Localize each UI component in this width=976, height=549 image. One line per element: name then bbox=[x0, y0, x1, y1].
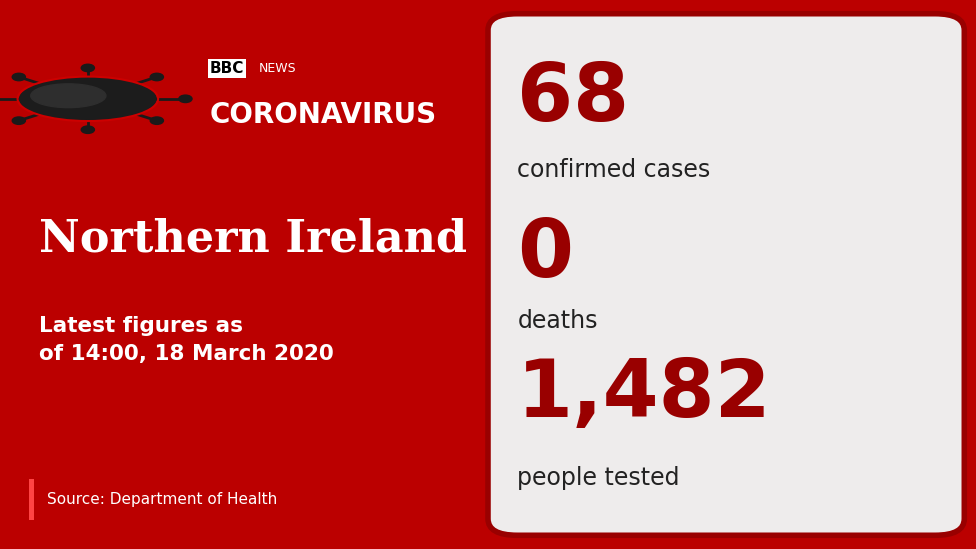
Text: 68: 68 bbox=[517, 60, 630, 138]
Text: 0: 0 bbox=[517, 216, 573, 294]
FancyBboxPatch shape bbox=[488, 14, 964, 535]
Circle shape bbox=[13, 73, 25, 81]
Text: BBC: BBC bbox=[210, 61, 244, 76]
Circle shape bbox=[150, 117, 163, 125]
Circle shape bbox=[81, 126, 95, 133]
Text: confirmed cases: confirmed cases bbox=[517, 158, 711, 182]
Ellipse shape bbox=[20, 77, 156, 120]
Text: deaths: deaths bbox=[517, 309, 597, 333]
Text: CORONAVIRUS: CORONAVIRUS bbox=[210, 101, 437, 130]
Text: Latest figures as
of 14:00, 18 March 2020: Latest figures as of 14:00, 18 March 202… bbox=[39, 316, 334, 365]
Circle shape bbox=[150, 73, 163, 81]
Circle shape bbox=[81, 64, 95, 72]
Text: Source: Department of Health: Source: Department of Health bbox=[47, 492, 277, 507]
Circle shape bbox=[179, 95, 192, 103]
Text: people tested: people tested bbox=[517, 466, 679, 490]
Circle shape bbox=[13, 117, 25, 125]
Text: 1,482: 1,482 bbox=[517, 356, 772, 434]
FancyBboxPatch shape bbox=[29, 479, 34, 520]
Text: NEWS: NEWS bbox=[259, 62, 297, 75]
Text: Northern Ireland: Northern Ireland bbox=[39, 217, 468, 260]
Ellipse shape bbox=[30, 84, 106, 108]
